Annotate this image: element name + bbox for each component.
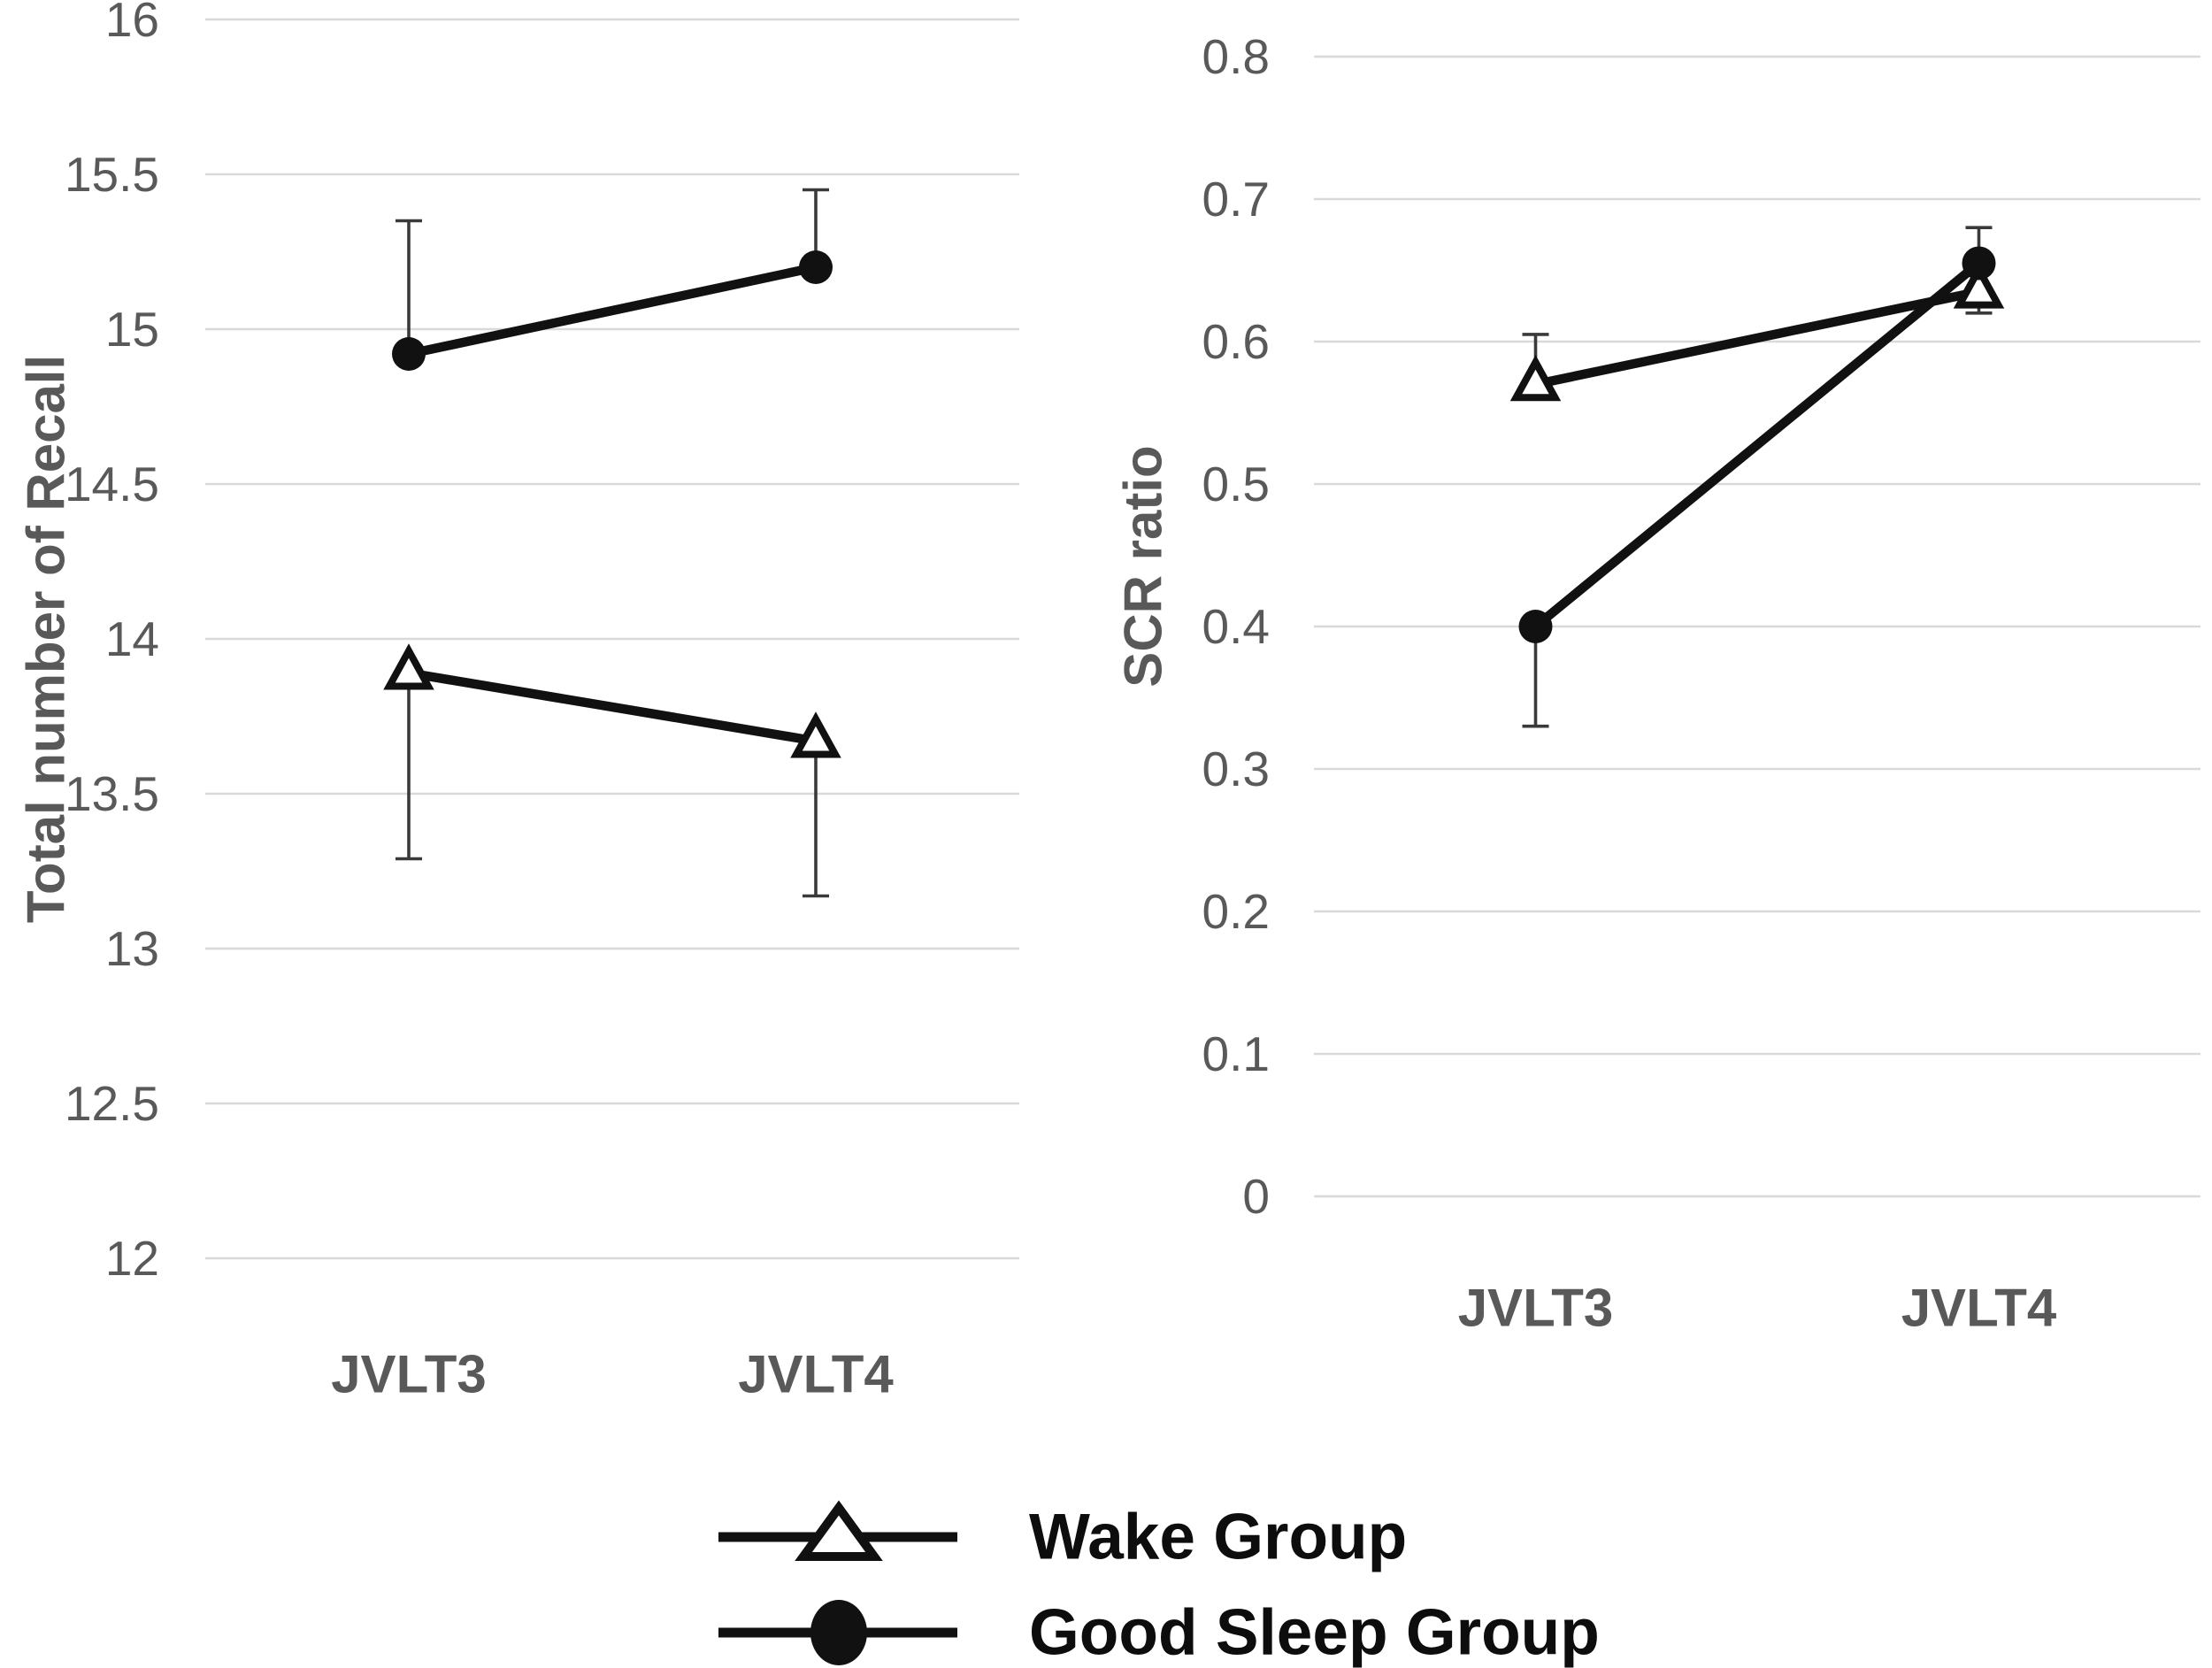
y-tick-label: 15.5	[65, 147, 159, 202]
legend-label: Wake Group	[1029, 1502, 1407, 1573]
y-tick-label: 16	[105, 0, 159, 47]
marker-triangle-open	[790, 711, 841, 758]
x-category-label: JVLT4	[738, 1345, 894, 1404]
y-tick-label: 0.1	[1202, 1026, 1270, 1081]
series-line-wake-group	[403, 668, 821, 746]
series-line-wake-group	[1531, 287, 1984, 389]
marker-circle-filled	[392, 337, 426, 371]
x-category-label: JVLT4	[1901, 1279, 2057, 1338]
y-tick-label: 13	[105, 921, 159, 976]
series-line-good-sleep-group	[1531, 258, 1984, 632]
y-tick-label: 0.6	[1202, 314, 1270, 369]
legend-triangle-icon	[795, 1500, 883, 1561]
legend-label: Good Sleep Group	[1029, 1597, 1600, 1668]
marker-circle-filled	[1518, 610, 1553, 643]
marker-triangle-open	[1953, 262, 2005, 309]
y-tick-label: 15	[105, 302, 159, 357]
x-category-label: JVLT3	[331, 1345, 487, 1404]
marker-circle-filled	[799, 250, 833, 284]
y-tick-label: 14.5	[65, 457, 159, 511]
y-tick-label: 0.2	[1202, 884, 1270, 939]
y-tick-label: 0.4	[1202, 599, 1270, 654]
y-tick-label: 13.5	[65, 766, 159, 821]
y-tick-label: 0.5	[1202, 457, 1270, 511]
y-tick-label: 0.7	[1202, 172, 1270, 227]
x-category-label: JVLT3	[1458, 1279, 1614, 1338]
marker-triangle-open	[1509, 354, 1562, 402]
y-tick-label: 0.3	[1202, 742, 1270, 796]
y-tick-label: 0	[1242, 1169, 1270, 1224]
y-axis-title: Total number of Recall	[17, 355, 76, 923]
legend-circle-icon	[810, 1600, 867, 1665]
y-axis-title: SCR ratio	[1114, 445, 1173, 687]
legend: Wake Group Good Sleep Group	[718, 1500, 1600, 1668]
marker-circle-filled	[1962, 246, 1996, 281]
recall-chart: 16 15.5 15 14.5 14 13.5 13 12.5 12 JVLT3 JVLT4 Tota…	[17, 0, 1019, 1404]
scr-ratio-chart: 0.8 0.7 0.6 0.5 0.4 0.3 0.2 0.1 0 JVLT3 JVLT4 SCR r…	[1114, 29, 2200, 1338]
y-tick-label: 12.5	[65, 1076, 159, 1131]
y-tick-label: 12	[105, 1231, 159, 1286]
y-tick-label: 14	[105, 611, 159, 666]
series-line-good-sleep-group	[403, 262, 821, 359]
marker-triangle-open	[383, 643, 434, 690]
y-tick-label: 0.8	[1202, 29, 1270, 84]
